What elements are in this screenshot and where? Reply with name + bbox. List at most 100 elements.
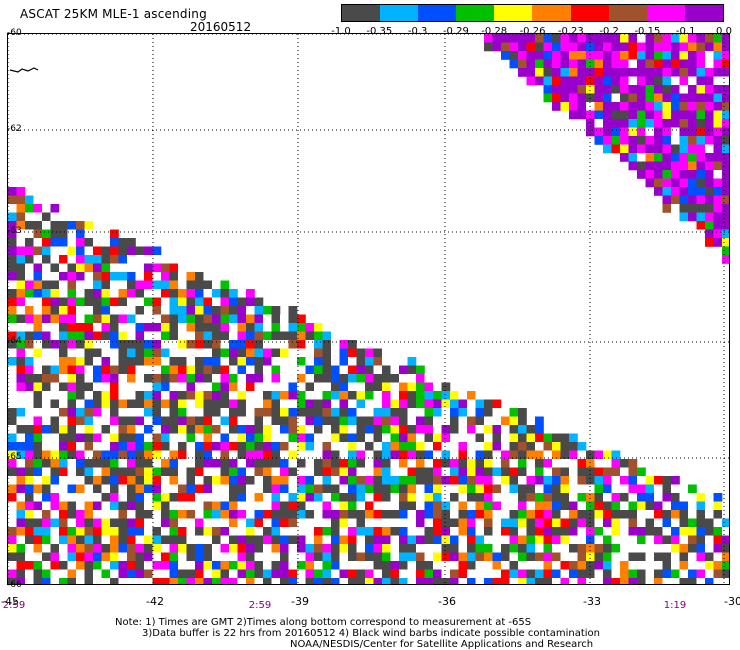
data-cell [50,255,60,264]
data-cell [195,331,204,341]
data-cell [552,433,561,443]
data-cell [407,535,417,545]
data-cell [237,357,247,366]
data-cell [297,357,306,366]
data-cell [220,450,230,460]
data-cell [59,493,68,502]
data-cell [594,127,604,137]
data-cell [535,544,544,553]
data-cell [93,382,102,392]
data-cell [178,510,187,519]
data-cell [280,340,289,349]
data-cell [645,76,655,86]
data-cell [169,348,179,358]
data-cell [688,527,697,536]
data-cell [76,408,85,417]
data-cell [348,467,357,477]
data-cell [101,382,111,392]
data-cell [33,365,43,375]
data-cell [662,59,672,69]
data-cell [501,561,510,570]
data-cell [110,518,119,528]
data-cell [118,467,128,477]
data-cell [178,578,187,584]
data-cell [671,161,680,171]
data-cell [76,340,85,349]
data-cell [212,518,221,528]
data-cell [501,501,510,511]
data-cell [195,425,204,434]
data-cell [458,408,468,417]
data-cell [25,535,34,545]
data-cell [331,357,340,366]
data-cell [33,340,43,349]
data-cell [696,170,706,179]
data-cell [203,280,213,290]
data-cell [433,467,442,477]
data-cell [637,51,646,60]
data-cell [467,484,476,494]
data-cell [339,510,349,519]
data-cell [254,323,264,332]
data-cell [110,535,119,545]
data-cell [135,450,145,460]
data-cell [696,578,706,584]
data-cell [33,255,43,264]
data-cell [280,365,289,375]
data-cell [424,535,434,545]
data-cell [8,238,17,247]
data-cell [33,433,43,443]
data-cell [475,476,485,485]
data-cell [229,382,238,392]
data-cell [127,331,136,341]
data-cell [407,399,417,409]
data-cell [237,331,247,341]
data-cell [25,433,34,443]
data-cell [492,425,502,434]
data-cell [161,544,170,553]
data-cell [42,467,51,477]
data-cell [671,510,680,519]
data-cell [509,518,519,528]
data-cell [407,569,417,579]
data-cell [229,408,238,417]
data-cell [526,544,536,553]
data-cell [722,501,729,511]
data-cell [458,527,468,536]
data-cell [322,391,332,400]
data-cell [229,416,238,426]
data-cell [594,68,604,77]
data-cell [365,578,374,584]
data-cell [42,255,51,264]
data-cell [628,467,638,477]
data-cell [696,68,706,77]
data-cell [390,357,400,366]
data-cell [237,552,247,562]
latitude-label: -62 [7,124,22,134]
data-cell [467,442,476,451]
data-cell [407,365,417,375]
data-cell [390,374,400,383]
data-cell [42,476,51,485]
data-cell [195,484,204,494]
data-cell [713,42,723,52]
data-cell [101,357,111,366]
data-cell [135,297,145,307]
data-cell [118,510,128,519]
data-cell [458,476,468,485]
data-cell [8,544,17,553]
data-cell [314,357,323,366]
data-cell [229,425,238,434]
data-cell [42,484,51,494]
data-cell [76,535,85,545]
data-cell [16,289,26,298]
data-cell [407,382,417,392]
data-cell [407,374,417,383]
data-cell [535,578,544,584]
data-cell [628,527,638,536]
data-cell [33,569,43,579]
data-cell [76,552,85,562]
data-cell [722,535,729,545]
colorbar-tick-label: -0.1 [675,26,696,37]
data-cell [645,501,655,511]
